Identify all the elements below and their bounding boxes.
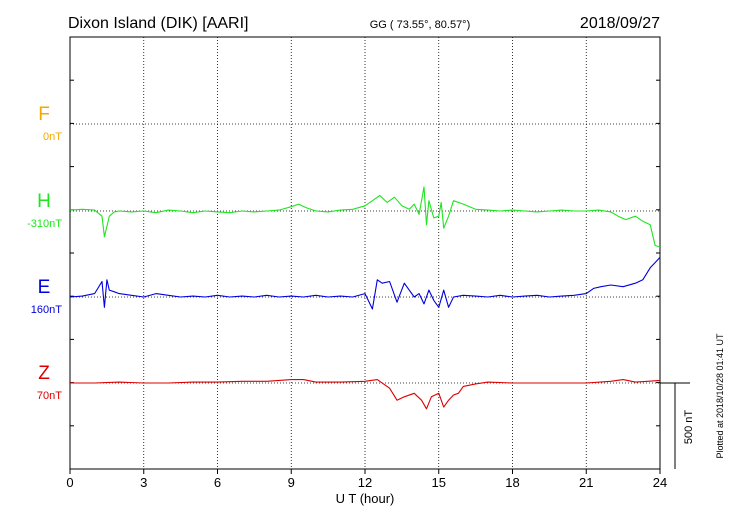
x-axis-label: U T (hour) <box>336 491 395 506</box>
station-title: Dixon Island (DIK) [AARI] <box>68 15 249 32</box>
x-tick-label: 0 <box>66 475 73 490</box>
series-offset-h: -310nT <box>27 218 62 230</box>
x-tick-label: 18 <box>505 475 519 490</box>
series-line-h <box>69 186 661 248</box>
x-tick-label: 6 <box>214 475 221 490</box>
x-tick-label: 3 <box>140 475 147 490</box>
series-offset-e: 160nT <box>31 304 62 316</box>
series-label-e: E <box>38 277 51 298</box>
scale-bar-label: 500 nT <box>683 410 695 445</box>
series-label-f: F <box>38 104 50 125</box>
plotted-timestamp: Plotted at 2018/10/28 01:41 UT <box>715 333 725 459</box>
x-tick-label: 12 <box>358 475 372 490</box>
grid <box>70 37 660 469</box>
series-offset-z: 70nT <box>37 390 62 402</box>
series-label-h: H <box>37 191 51 212</box>
chart-date: 2018/09/27 <box>580 15 660 32</box>
scale-bar: 500 nT <box>660 382 695 469</box>
series-line-z <box>70 379 661 410</box>
x-tick-label: 15 <box>432 475 446 490</box>
series-offset-f: 0nT <box>43 131 62 143</box>
series-line-e <box>69 257 661 310</box>
series-labels: F 0nT H -310nT E 160nT Z 70nT <box>27 104 62 402</box>
x-tick-label: 24 <box>653 475 667 490</box>
x-tick-label: 9 <box>288 475 295 490</box>
station-coordinates: GG ( 73.55°, 80.57°) <box>370 19 471 31</box>
series-label-z: Z <box>38 363 50 384</box>
series-group <box>69 186 661 410</box>
x-axis: 0 3 6 9 12 15 18 21 24 <box>66 79 667 490</box>
x-tick-label: 21 <box>579 475 593 490</box>
